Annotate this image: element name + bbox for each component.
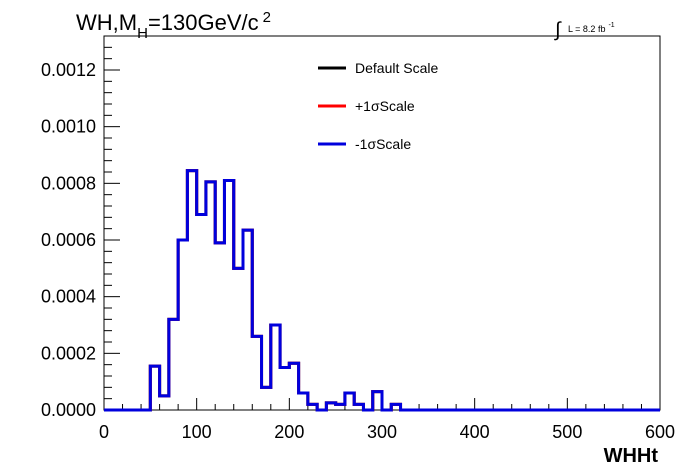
histogram-series-2	[104, 169, 660, 412]
x-axis-label: WHHt	[604, 445, 659, 467]
y-tick-label: 0.0010	[41, 117, 96, 137]
x-tick-label: 100	[182, 422, 212, 442]
x-tick-label: 400	[460, 422, 490, 442]
legend-label: +1σScale	[355, 98, 415, 114]
series-layer	[104, 169, 660, 412]
x-tick-label: 0	[99, 422, 109, 442]
legend-label: Default Scale	[355, 60, 438, 76]
x-tick-label: 500	[552, 422, 582, 442]
axes: 0 100 200 300 400 500 600 0.0000 0.0002 0.0004 0.0…	[41, 46, 675, 442]
title-main: WH,M	[76, 10, 137, 35]
x-tick-label: 200	[274, 422, 304, 442]
x-tick-label: 600	[645, 422, 675, 442]
lumi-superscript: -1	[608, 22, 614, 29]
y-tick-label: 0.0000	[41, 400, 96, 420]
y-tick-label: 0.0004	[41, 287, 96, 307]
lumi-value: L = 8.2 fb	[568, 24, 605, 34]
y-tick-label: 0.0008	[41, 173, 96, 193]
luminosity-text: L = 8.2 fb -1	[568, 22, 615, 34]
y-tick-label: 0.0002	[41, 343, 96, 363]
title-rest: =130GeV/c	[148, 10, 259, 35]
y-tick-label: 0.0006	[41, 230, 96, 250]
luminosity-label: ∫ L = 8.2 fb -1	[554, 19, 615, 41]
x-tick-label: 300	[367, 422, 397, 442]
title-subscript: H	[137, 25, 148, 42]
chart-title: WH,MH=130GeV/c 2	[76, 9, 271, 42]
title-superscript: 2	[263, 9, 271, 26]
integral-symbol: ∫	[554, 19, 562, 41]
legend-label: -1σScale	[355, 136, 411, 152]
y-tick-label: 0.0012	[41, 60, 96, 80]
legend: Default Scale +1σScale -1σScale	[318, 60, 438, 152]
